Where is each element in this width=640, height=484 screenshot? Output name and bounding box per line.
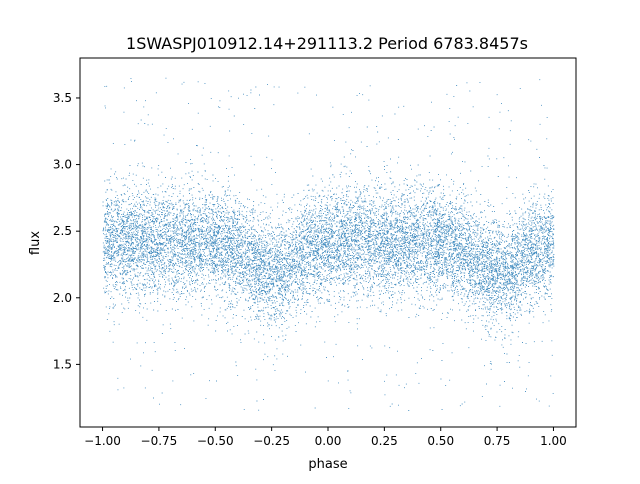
x-tick-label: 0.75 — [484, 434, 511, 448]
data-point-cloud — [102, 77, 555, 411]
y-tick-label: 1.5 — [53, 357, 72, 371]
y-tick-label: 3.0 — [53, 158, 72, 172]
x-tick-label: −0.50 — [197, 434, 234, 448]
scatter-points — [102, 77, 555, 411]
y-tick-label: 2.0 — [53, 291, 72, 305]
chart-title: 1SWASPJ010912.14+291113.2 Period 6783.84… — [126, 34, 528, 53]
x-tick-label: 0.50 — [427, 434, 454, 448]
x-axis-ticks: −1.00 −0.75 −0.50 −0.25 0.00 0.25 0.50 0.75 1.00 — [84, 427, 567, 448]
x-tick-label: −1.00 — [84, 434, 121, 448]
y-axis-ticks: 1.5 2.0 2.5 3.0 3.5 — [53, 91, 80, 371]
x-tick-label: 0.00 — [315, 434, 342, 448]
x-tick-label: −0.25 — [253, 434, 290, 448]
x-tick-label: −0.75 — [141, 434, 178, 448]
x-tick-label: 1.00 — [540, 434, 567, 448]
y-tick-label: 2.5 — [53, 224, 72, 238]
x-tick-label: 0.25 — [371, 434, 398, 448]
y-tick-label: 3.5 — [53, 91, 72, 105]
y-axis-label: flux — [28, 231, 43, 255]
x-axis-label: phase — [308, 457, 347, 472]
